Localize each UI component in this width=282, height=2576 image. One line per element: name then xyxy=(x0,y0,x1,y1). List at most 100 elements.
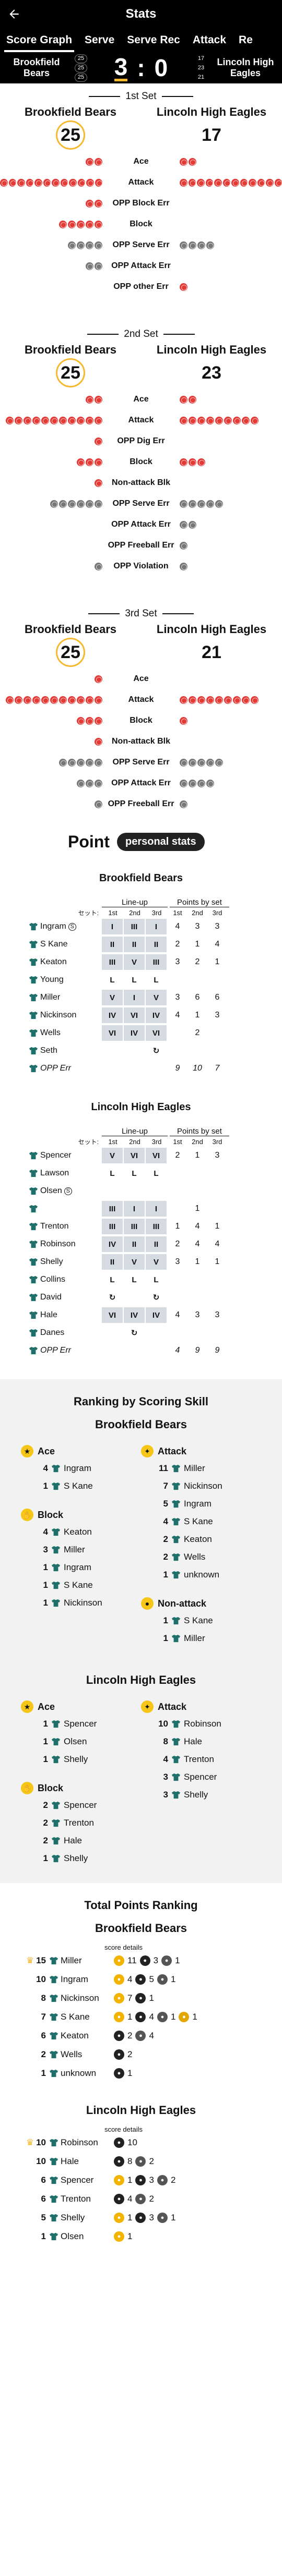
lineup-cell: L xyxy=(110,1169,115,1178)
skill-count: 1 xyxy=(43,1719,48,1729)
total-row[interactable]: 2 Wells ● 2 xyxy=(0,2045,282,2064)
total-row[interactable]: 6 Keaton ● 2 ● 4 xyxy=(0,2026,282,2045)
total-row[interactable]: 5 Shelly ● 1 ● 3 ● 1 xyxy=(0,2208,282,2227)
home-balls xyxy=(0,395,102,404)
player-row[interactable]: Olsen S xyxy=(29,1182,253,1200)
ranking-row[interactable]: 1 Miller xyxy=(141,1630,261,1647)
tab-score-graph[interactable]: Score Graph xyxy=(0,28,78,52)
ball-icon xyxy=(206,779,214,787)
ranking-row[interactable]: 1 S Kane xyxy=(21,1477,141,1495)
set-label: 3rd Set xyxy=(125,608,157,619)
player-row[interactable]: Young L L L xyxy=(29,971,253,989)
player-name: Wells xyxy=(61,2049,83,2059)
ranking-row[interactable]: 2 Spencer xyxy=(21,1796,141,1814)
skill-count: 4 xyxy=(163,1754,168,1764)
points-set-header: 2nd xyxy=(192,1137,203,1146)
player-row[interactable]: III I I 1 xyxy=(29,1200,253,1218)
player-row[interactable]: OPP Err 4 9 9 xyxy=(29,1342,253,1359)
point-table-team: Brookfield Bears xyxy=(99,872,183,884)
ball-icon xyxy=(215,696,223,704)
ball-icon xyxy=(41,696,49,704)
skill-category: ✋ Block xyxy=(21,1506,141,1523)
player-row[interactable]: Trenton III III III 1 4 1 xyxy=(29,1218,253,1235)
skill-name: Attack xyxy=(158,1701,187,1712)
total-row[interactable]: 8 Nickinson ● 7 ● 1 xyxy=(0,1989,282,2008)
player-name: Keaton xyxy=(184,1534,212,1544)
player-row[interactable]: David ↻ ↻ xyxy=(29,1289,253,1306)
lineup-cell xyxy=(146,1343,167,1358)
ranking-row[interactable]: 1 Nickinson xyxy=(21,1594,141,1612)
player-row[interactable]: Nickinson IV VI IV 4 1 3 xyxy=(29,1006,253,1024)
total-row[interactable]: 1 Olsen ● 1 xyxy=(0,2227,282,2246)
player-row[interactable]: Keaton III V III 3 2 1 xyxy=(29,953,253,971)
total-points: 6 xyxy=(41,2194,46,2204)
ball-icon xyxy=(189,416,196,424)
ranking-row[interactable]: 7 Nickinson xyxy=(141,1477,261,1495)
ranking-row[interactable]: 1 Shelly xyxy=(21,1751,141,1768)
ball-icon xyxy=(86,241,93,249)
player-row[interactable]: Shelly II V V 3 1 1 xyxy=(29,1253,253,1271)
ranking-row[interactable]: 2 Trenton xyxy=(21,1814,141,1832)
ranking-row[interactable]: 1 S Kane xyxy=(141,1612,261,1630)
ranking-row[interactable]: 4 Trenton xyxy=(141,1751,261,1768)
ranking-row[interactable]: 1 Olsen xyxy=(21,1733,141,1751)
tab-re[interactable]: Re xyxy=(239,34,253,46)
player-row[interactable]: Miller V I V 3 6 6 xyxy=(29,989,253,1006)
ranking-row[interactable]: 4 Keaton xyxy=(21,1523,141,1541)
skill-points: 4 xyxy=(127,1974,133,1984)
ranking-row[interactable]: 3 Spencer xyxy=(141,1768,261,1786)
jersey-icon xyxy=(172,1553,180,1561)
ranking-row[interactable]: 2 Hale xyxy=(21,1832,141,1850)
ball-icon xyxy=(95,262,102,270)
total-row[interactable]: 10 Hale ● 8 ● 2 xyxy=(0,2152,282,2171)
ranking-row[interactable]: 1 Ingram xyxy=(21,1559,141,1576)
ranking-row[interactable]: 5 Ingram xyxy=(141,1495,261,1513)
set-graphs: 1st Set Brookfield Bears Lincoln High Eagl… xyxy=(0,91,282,815)
tab-serve[interactable]: Serve xyxy=(85,34,115,46)
personal-stats-button[interactable]: personal stats xyxy=(116,833,205,851)
player-row[interactable]: OPP Err 9 10 7 xyxy=(29,1060,253,1077)
player-row[interactable]: Danes ↻ xyxy=(29,1324,253,1342)
ranking-row[interactable]: 1 S Kane xyxy=(21,1576,141,1594)
player-row[interactable]: Seth ↻ xyxy=(29,1042,253,1060)
back-arrow-icon xyxy=(9,9,19,19)
total-row[interactable]: 6 Spencer ● 1 ● 3 ● 2 xyxy=(0,2171,282,2190)
tab-attack[interactable]: Attack xyxy=(192,34,227,46)
total-row[interactable]: ♛ 15 Miller ● 11 ● 3 ● 1 xyxy=(0,1951,282,1970)
player-row[interactable]: Ingram S I III I 4 3 3 xyxy=(29,918,253,935)
total-row[interactable]: 6 Trenton ● 4 ● 2 xyxy=(0,2190,282,2208)
ranking-row[interactable]: 1 Shelly xyxy=(21,1850,141,1867)
player-row[interactable]: Hale VI IV IV 4 3 3 xyxy=(29,1306,253,1324)
point-section-header: Point personal stats xyxy=(0,832,282,852)
ranking-row[interactable]: 10 Robinson xyxy=(141,1715,261,1733)
ranking-row[interactable]: 4 Ingram xyxy=(21,1460,141,1477)
ball-icon xyxy=(86,262,93,270)
total-row[interactable]: ♛ 10 Robinson ● 10 xyxy=(0,2133,282,2152)
ranking-row[interactable]: 2 Wells xyxy=(141,1548,261,1566)
player-row[interactable]: Lawson L L L xyxy=(29,1164,253,1182)
ranking-row[interactable]: 4 S Kane xyxy=(141,1513,261,1530)
back-button[interactable] xyxy=(0,0,28,28)
ranking-team-name: Lincoln High Eagles xyxy=(86,1673,196,1686)
player-row[interactable]: Collins L L L xyxy=(29,1271,253,1289)
ranking-row[interactable]: 11 Miller xyxy=(141,1460,261,1477)
player-row[interactable]: S Kane II II II 2 1 4 xyxy=(29,935,253,953)
ranking-row[interactable]: 8 Hale xyxy=(141,1733,261,1751)
ranking-row[interactable]: 2 Keaton xyxy=(141,1530,261,1548)
player-row[interactable]: Wells VI IV VI 2 xyxy=(29,1024,253,1042)
ball-icon xyxy=(95,758,102,767)
tab-serve-rec[interactable]: Serve Rec xyxy=(127,34,180,46)
score-type-row: OPP Attack Err xyxy=(0,256,282,276)
ranking-row[interactable]: 1 Spencer xyxy=(21,1715,141,1733)
ranking-row[interactable]: 1 unknown xyxy=(141,1566,261,1584)
jersey-icon xyxy=(29,976,38,984)
player-row[interactable]: Robinson IV II II 2 4 4 xyxy=(29,1235,253,1253)
ranking-row[interactable]: 3 Shelly xyxy=(141,1786,261,1804)
ball-icon xyxy=(95,220,102,228)
player-row[interactable]: Spencer V VI VI 2 1 3 xyxy=(29,1147,253,1164)
ranking-row[interactable]: 3 Miller xyxy=(21,1541,141,1559)
ball-icon xyxy=(77,241,85,249)
total-row[interactable]: 10 Ingram ● 4 ● 5 ● 1 xyxy=(0,1970,282,1989)
total-row[interactable]: 1 unknown ● 1 xyxy=(0,2064,282,2083)
